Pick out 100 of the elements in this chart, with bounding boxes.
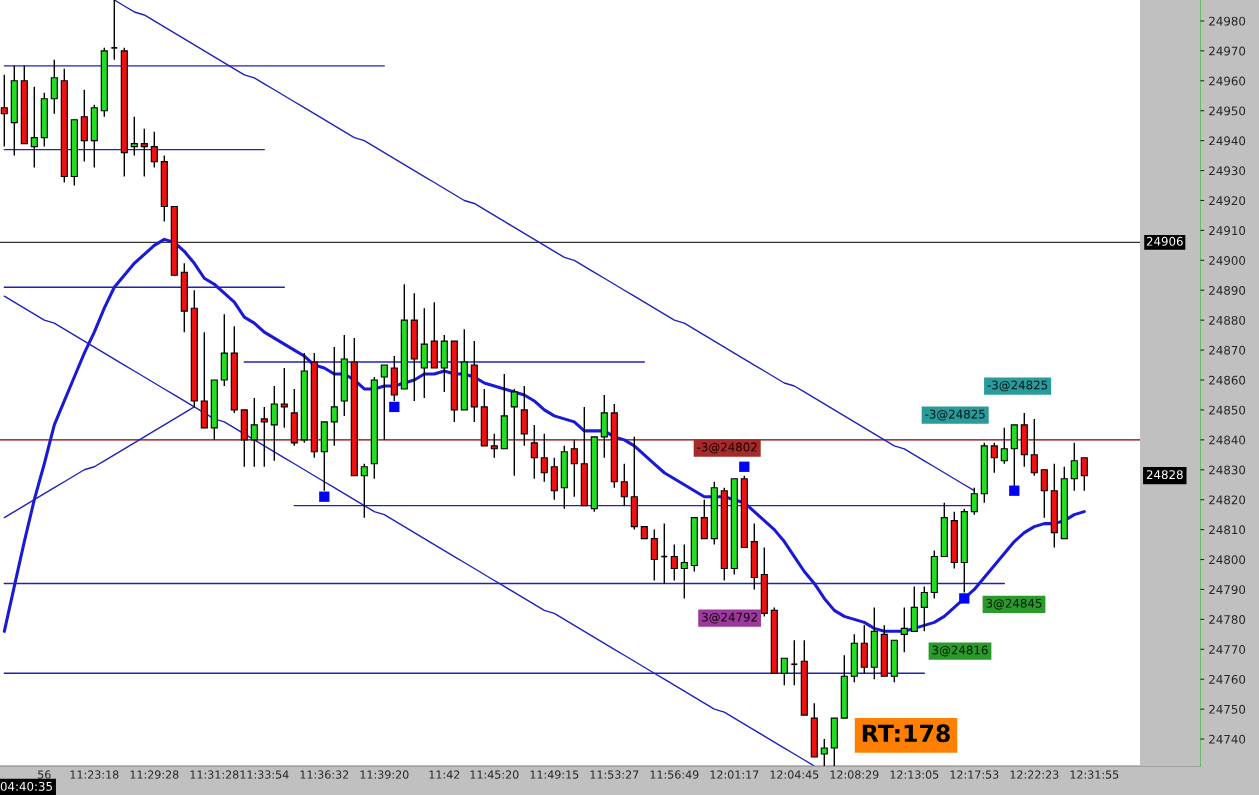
y-tick-label: 24780: [1209, 615, 1246, 625]
candlestick: [1070, 442, 1078, 492]
y-tick-label: 24810: [1209, 525, 1246, 535]
x-tick-label: 12:08:29: [830, 770, 879, 779]
x-tick-label: 11:45:20: [470, 770, 519, 779]
candlestick: [110, 0, 119, 61]
candlestick: [250, 397, 258, 468]
x-tick-label: 56: [38, 770, 51, 779]
y-tick-label: 24740: [1209, 734, 1246, 744]
candlestick: [140, 127, 148, 178]
y-tick-label: 24880: [1209, 315, 1246, 325]
candlestick: [510, 388, 518, 477]
candlestick: [600, 394, 608, 459]
x-tick-label: 11:39:20: [360, 770, 409, 779]
y-tick-label: 24930: [1209, 166, 1246, 176]
y-tick-label: 24800: [1209, 555, 1246, 565]
candlestick: [130, 115, 138, 157]
candlestick: [30, 86, 38, 169]
annotation: -3@24825: [925, 409, 985, 421]
text: 04:40:35: [0, 781, 52, 791]
x-tick-label: 11:36:32: [300, 770, 349, 779]
x-tick-label: 12:04:45: [770, 770, 819, 779]
x-tick-label: 11:23:18: [70, 770, 119, 779]
x-tick-label: 11:42: [429, 770, 460, 779]
x-tick-label: 11:53:27: [590, 770, 639, 779]
candlestick: [80, 89, 88, 163]
candlestick: [270, 385, 278, 462]
candlestick: [0, 74, 8, 148]
annotation: RT:178: [862, 724, 950, 743]
annotation: 3@24792: [702, 612, 757, 624]
x-tick-label: 12:01:17: [710, 770, 759, 779]
y-tick-label: 24760: [1209, 674, 1246, 684]
y-tick-label: 24960: [1209, 76, 1246, 86]
candlestick: [1040, 469, 1048, 519]
x-tick-label: 12:13:05: [890, 770, 939, 779]
candlestick: [910, 585, 918, 633]
candlestick: [520, 385, 528, 447]
candlestick: [490, 433, 498, 459]
candlestick: [530, 424, 538, 480]
candlestick: [550, 457, 558, 501]
point: [389, 401, 400, 413]
x-tick-label: 11:56:49: [650, 770, 699, 779]
candlestick: [970, 487, 978, 516]
candlestick: [280, 367, 288, 429]
candlestick: [790, 639, 799, 686]
y-tick-label: 24850: [1209, 405, 1246, 415]
annotation: 3@24816: [932, 645, 988, 657]
candlestick: [570, 439, 578, 498]
candlestick: [1080, 457, 1088, 492]
point: [739, 461, 750, 472]
y-tick-label: 24910: [1209, 226, 1246, 236]
y-tick-label: 24790: [1209, 585, 1246, 595]
y-tick-label: 24830: [1209, 465, 1246, 475]
candlestick: [150, 130, 158, 169]
ref-line-label: 24906: [1146, 236, 1183, 246]
candlestick: [920, 585, 928, 633]
candlestick: [1000, 427, 1008, 465]
annotation: -3@24802: [697, 442, 757, 454]
candlestick: [420, 307, 428, 399]
x-tick-label: 11:29:28: [130, 770, 179, 779]
point: [959, 593, 970, 604]
annotation: 3@24845: [986, 598, 1042, 610]
y-tick-label: 24750: [1209, 704, 1246, 714]
y-tick-label: 24860: [1209, 375, 1246, 385]
candlestick: [380, 364, 388, 441]
candlestick: [860, 624, 868, 674]
y-tick-label: 24970: [1209, 46, 1246, 56]
point: [1009, 485, 1020, 496]
y-tick-label: 24820: [1209, 495, 1246, 505]
candlestick: [620, 463, 628, 507]
x-tick-label: 12:31:55: [1070, 770, 1119, 779]
candlestick: [360, 463, 368, 519]
y-tick-label: 24920: [1209, 196, 1246, 206]
y-tick-label: 24950: [1209, 106, 1246, 116]
candlestick: [260, 406, 268, 468]
annotation: -3@24825: [987, 380, 1048, 392]
x-tick-label: 12:17:53: [950, 770, 999, 779]
candlestick: [1030, 418, 1038, 477]
candlestick: [820, 738, 828, 766]
candlestick: [700, 498, 708, 540]
line-series: [2, 237, 1086, 633]
candlestick: [330, 346, 338, 447]
candlestick: [540, 433, 548, 483]
candlestick: [670, 543, 678, 582]
x-tick-label: 11:49:15: [530, 770, 579, 779]
candlestick: [680, 543, 688, 600]
y-tick-label: 24940: [1209, 136, 1246, 146]
candlestick: [990, 442, 998, 474]
candlestick: [780, 657, 788, 686]
y-tick-label: 24980: [1209, 16, 1246, 26]
candlestick: [900, 606, 908, 653]
y-tick-label: 24890: [1209, 285, 1246, 295]
y-tick-label: 24870: [1209, 345, 1246, 355]
y-tick-label: 24770: [1209, 645, 1246, 654]
text: 24828: [1146, 470, 1183, 480]
y-tick-label: 24900: [1209, 256, 1246, 265]
x-tick-label: 12:22:23: [1010, 770, 1059, 779]
x-tick-label: 11:31:28: [190, 770, 239, 779]
candlestick: [50, 59, 58, 115]
candlestick: [650, 528, 658, 582]
